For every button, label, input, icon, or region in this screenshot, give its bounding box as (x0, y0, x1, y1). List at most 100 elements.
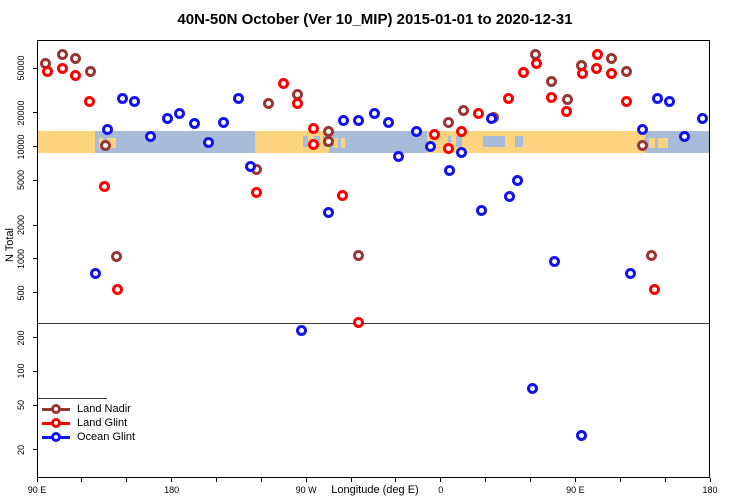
data-point-ocean-glint (161, 112, 173, 124)
data-point-land-nadir (56, 48, 68, 60)
data-point-land-glint (517, 66, 529, 78)
legend-circle-icon (51, 432, 61, 442)
chart-title: 40N-50N October (Ver 10_MIP) 2015-01-01 … (177, 11, 573, 28)
x-tick (440, 478, 442, 482)
legend-symbol (42, 402, 70, 416)
data-point-ocean-glint (233, 93, 245, 105)
data-point-land-glint (429, 129, 441, 141)
x-tick-label: 90 E (566, 485, 585, 495)
x-tick (171, 478, 173, 482)
y-tick (33, 67, 37, 69)
legend-item: Land Nadir (42, 402, 135, 416)
data-point-land-nadir (605, 52, 617, 64)
map-island (657, 137, 669, 149)
data-point-land-glint (502, 93, 514, 105)
data-point-land-glint (620, 96, 632, 108)
x-tick (619, 478, 621, 482)
data-point-ocean-glint (637, 123, 649, 135)
data-point-land-glint (560, 105, 572, 117)
data-point-ocean-glint (188, 117, 200, 129)
legend: Land Nadir Land Glint Ocean Glint (42, 402, 135, 444)
data-point-land-glint (83, 96, 95, 108)
data-point-land-glint (278, 77, 290, 89)
x-tick (485, 478, 487, 482)
data-point-ocean-glint (245, 160, 257, 172)
x-tick (260, 478, 262, 482)
map-band-land (426, 131, 646, 153)
data-point-ocean-glint (145, 131, 157, 143)
legend-circle-icon (51, 418, 61, 428)
y-tick (33, 292, 37, 294)
y-tick (33, 449, 37, 451)
x-tick (574, 478, 576, 482)
data-point-land-glint (98, 181, 110, 193)
data-point-land-glint (545, 91, 557, 103)
legend-item: Land Glint (42, 416, 135, 430)
data-point-land-glint (251, 187, 263, 199)
data-point-land-nadir (442, 116, 454, 128)
map-band-land (37, 131, 96, 153)
data-point-land-nadir (323, 136, 335, 148)
data-point-land-nadir (637, 139, 649, 151)
legend-symbol (42, 416, 70, 430)
data-point-land-nadir (323, 126, 335, 138)
data-point-land-glint (308, 138, 320, 150)
data-point-ocean-glint (625, 267, 637, 279)
data-point-land-nadir (110, 250, 122, 262)
x-tick-label: 0 (438, 485, 444, 495)
data-point-land-glint (112, 283, 124, 295)
data-point-ocean-glint (393, 151, 405, 163)
map-island (333, 137, 338, 149)
legend-circle-icon (51, 404, 61, 414)
data-point-land-nadir (646, 249, 658, 261)
data-point-land-glint (456, 125, 468, 137)
data-point-ocean-glint (382, 116, 394, 128)
x-tick (709, 478, 711, 482)
data-point-ocean-glint (89, 267, 101, 279)
data-point-ocean-glint (526, 383, 538, 395)
y-tick (33, 179, 37, 181)
legend-symbol (42, 430, 70, 444)
data-point-land-glint (308, 122, 320, 134)
y-tick (33, 370, 37, 372)
x-tick (36, 478, 38, 482)
data-point-land-glint (531, 57, 542, 69)
legend-label: Land Nadir (77, 403, 131, 415)
data-point-land-glint (592, 48, 604, 60)
map-lake (455, 135, 463, 147)
data-point-ocean-glint (424, 140, 436, 152)
data-point-ocean-glint (173, 108, 185, 120)
data-point-land-nadir (620, 65, 632, 77)
map-lake (482, 135, 506, 147)
data-point-ocean-glint (444, 165, 456, 177)
data-point-land-glint (442, 142, 454, 154)
data-point-ocean-glint (101, 123, 113, 135)
data-point-ocean-glint (664, 95, 676, 107)
data-point-ocean-glint (504, 190, 516, 202)
y-tick (33, 224, 37, 226)
data-point-land-nadir (100, 139, 112, 151)
data-point-land-glint (605, 67, 617, 79)
data-point-land-nadir (353, 249, 365, 261)
x-tick-label: 90 E (27, 485, 47, 495)
data-point-land-nadir (70, 52, 82, 64)
data-point-ocean-glint (128, 95, 140, 107)
data-point-ocean-glint (369, 108, 381, 120)
x-tick (350, 478, 352, 482)
y-tick (33, 146, 37, 148)
y-tick-label: 200 (16, 330, 26, 346)
x-tick-label: 180 (702, 485, 718, 495)
data-point-ocean-glint (296, 325, 308, 337)
data-point-ocean-glint (353, 114, 365, 126)
legend-rule-line (37, 397, 108, 399)
x-tick-label: 90 W (295, 485, 317, 495)
y-tick-label: 50000 (16, 55, 26, 81)
data-point-land-glint (472, 108, 484, 120)
y-tick-label: 20 (16, 444, 26, 455)
data-point-ocean-glint (548, 256, 560, 268)
map-lake (514, 135, 524, 147)
data-point-land-nadir (562, 94, 574, 106)
data-point-land-glint (577, 67, 589, 79)
data-point-land-glint (353, 317, 365, 329)
